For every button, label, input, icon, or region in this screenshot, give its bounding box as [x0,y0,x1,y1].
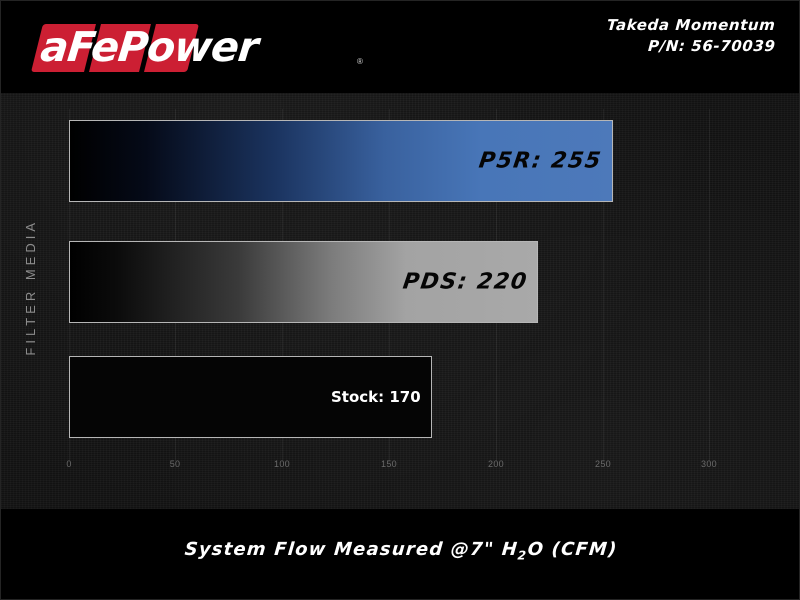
x-tick-50: 50 [169,459,181,469]
chart-title-main: System Flow Measured @7" H [183,539,520,561]
x-tick-100: 100 [274,459,290,469]
chart-title-tail: O (CFM) [526,539,619,561]
bar-p5r: P5R: 255 [69,120,613,202]
bar-label-stock: Stock: 170 [330,388,421,406]
header-bar: aFePower ® Takeda Momentum P/N: 56-70039 [1,1,799,93]
registered-trademark-mark: ® [357,57,363,66]
bar-stock: Stock: 170 [69,356,432,438]
footer-bar: System Flow Measured @7" H2O (CFM) [1,509,799,599]
x-tick-300: 300 [701,459,717,469]
x-tick-200: 200 [488,459,504,469]
bar-label-p5r: P5R: 255 [477,148,604,174]
x-tick-250: 250 [595,459,611,469]
logo-wordmark: aFePower [38,23,260,71]
product-info: Takeda Momentum P/N: 56-70039 [605,15,776,57]
bar-pds: PDS: 220 [69,241,539,323]
bar-label-pds: PDS: 220 [400,269,530,295]
product-name: Takeda Momentum [605,16,776,34]
chart-title: System Flow Measured @7" H2O (CFM) [1,539,799,563]
gridline-300 [709,109,710,461]
part-number: P/N: 56-70039 [647,37,776,55]
gridline-250 [603,109,604,461]
y-axis-label: FILTER MEDIA [23,219,38,356]
plot-area: P5R: 255 PDS: 220 Stock: 170 [69,109,710,461]
x-tick-150: 150 [381,459,397,469]
x-axis: 0 50 100 150 200 250 300 [66,459,716,477]
x-tick-0: 0 [66,459,72,469]
